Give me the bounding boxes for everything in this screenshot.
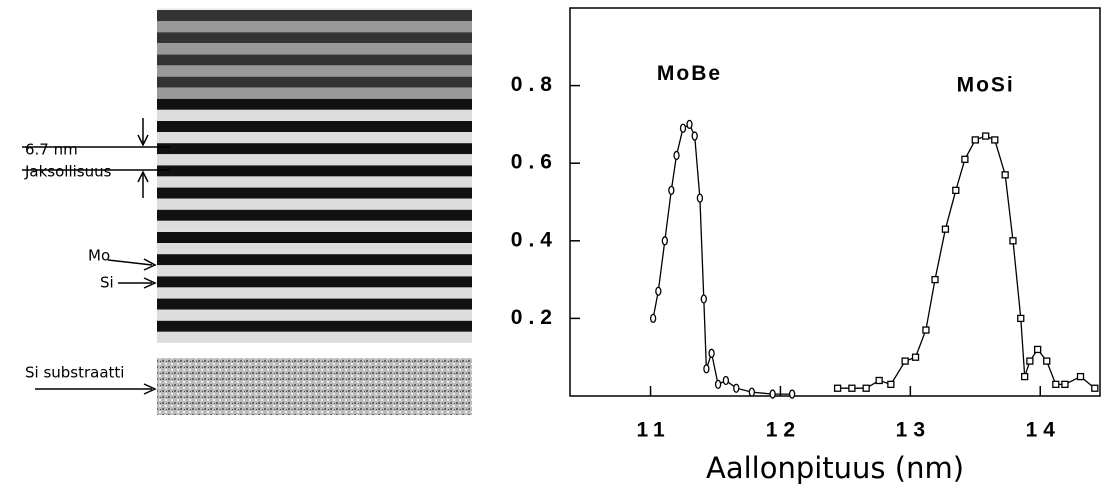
marker (911, 353, 920, 361)
mo-label: Mo (88, 247, 110, 265)
light-layer (157, 220, 472, 232)
marker (696, 193, 704, 203)
light-layer (157, 198, 472, 210)
marker (1061, 380, 1069, 389)
marker (733, 383, 740, 393)
light-layer (157, 243, 472, 254)
light-layer (157, 265, 472, 277)
marker (748, 387, 756, 397)
y-tick-label: 0.8 (511, 73, 558, 96)
dark-layer (157, 121, 472, 132)
period-value: 6.7 nm (25, 141, 78, 159)
series-label: MoSi (957, 74, 1015, 97)
marker (649, 313, 657, 324)
x-tick-label: 13 (896, 419, 931, 442)
series-label: MoBe (657, 62, 722, 85)
marker (1026, 357, 1034, 365)
marker (686, 119, 693, 130)
light-layer (157, 154, 472, 166)
light-layer (157, 21, 472, 32)
light-layer (157, 287, 472, 299)
dark-layer (157, 165, 472, 177)
dark-layer (157, 54, 472, 66)
x-tick-label: 14 (1026, 419, 1061, 442)
marker (971, 136, 979, 144)
marker (862, 384, 870, 392)
marker (655, 286, 662, 296)
marker (714, 379, 722, 390)
light-layer (157, 109, 472, 121)
marker (691, 131, 698, 141)
series-line (652, 123, 793, 395)
marker (1009, 237, 1017, 245)
marker (1001, 171, 1009, 179)
si-label: Si (100, 274, 114, 292)
marker (1076, 372, 1085, 381)
annotation-arrows (22, 118, 170, 395)
marker (991, 136, 999, 144)
marker (961, 155, 969, 163)
dark-layer (157, 187, 472, 199)
dark-layer (157, 254, 472, 266)
light-layer (157, 65, 472, 77)
light-layer (157, 43, 472, 55)
marker (982, 132, 990, 140)
light-layer (157, 87, 472, 99)
x-tick-label: 11 (636, 419, 670, 442)
plot-frame (569, 7, 1101, 397)
marker (1043, 357, 1051, 365)
marker (788, 389, 796, 399)
dark-layer (157, 209, 472, 221)
dark-layer (157, 232, 472, 243)
dark-layer (157, 320, 472, 332)
marker (931, 275, 939, 284)
dark-layer (157, 276, 472, 288)
marker (1021, 372, 1029, 381)
dark-layer (157, 298, 472, 310)
marker (769, 389, 776, 399)
dark-layer (157, 10, 472, 21)
marker (668, 185, 675, 196)
tem-image (157, 8, 472, 415)
marker (708, 348, 715, 358)
marker (1052, 380, 1060, 389)
marker (922, 326, 930, 334)
dark-layer (157, 32, 472, 44)
marker (941, 225, 950, 233)
light-layer (157, 132, 472, 143)
marker (833, 384, 842, 392)
marker (661, 236, 668, 246)
dark-layer (157, 98, 472, 110)
marker (700, 294, 707, 304)
marker (1091, 384, 1099, 392)
light-layer (157, 309, 472, 321)
marker (673, 150, 680, 161)
y-tick-label: 0.6 (511, 151, 558, 174)
y-tick-label: 0.2 (511, 306, 558, 329)
dark-layer (157, 76, 472, 88)
x-axis-label: Aallonpituus (nm) (706, 451, 964, 485)
marker (875, 376, 883, 385)
marker (679, 123, 687, 133)
marker (1033, 345, 1042, 354)
substrate-label: Si substraatti (25, 364, 124, 382)
period-label: Jaksollisuus (24, 163, 112, 181)
x-tick-label: 12 (766, 419, 801, 442)
marker (952, 186, 960, 195)
marker (901, 357, 909, 365)
y-tick-label: 0.4 (511, 228, 558, 251)
marker (887, 380, 895, 389)
marker (848, 384, 856, 392)
dark-layer (157, 143, 472, 155)
light-layer (157, 176, 472, 188)
marker (722, 375, 730, 386)
marker (703, 364, 710, 374)
marker (1017, 314, 1025, 323)
light-layer (157, 331, 472, 343)
series-line (837, 135, 1096, 389)
